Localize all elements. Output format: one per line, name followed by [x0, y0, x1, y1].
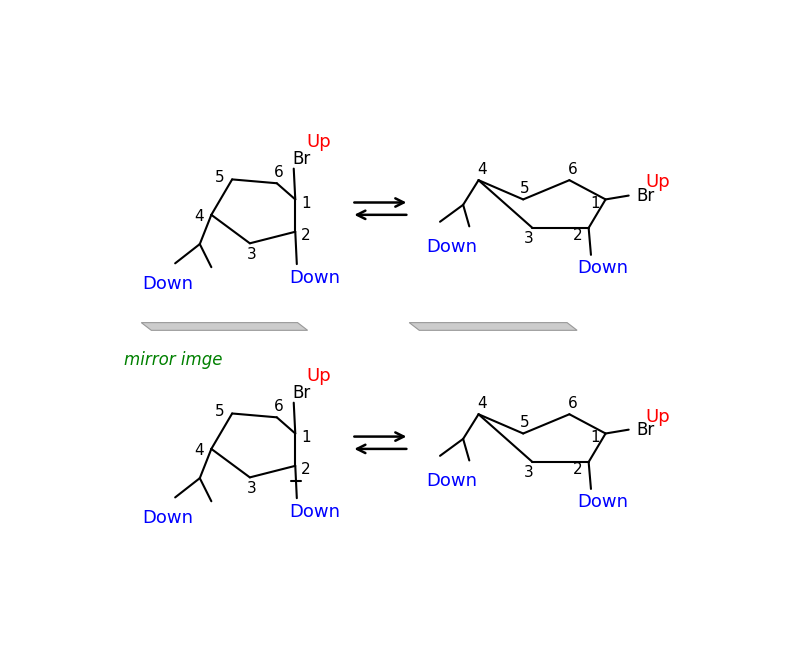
Text: 3: 3 [524, 231, 534, 246]
Text: 5: 5 [215, 404, 225, 419]
Text: 3: 3 [246, 481, 256, 496]
Text: Down: Down [426, 472, 477, 491]
Text: Up: Up [646, 408, 670, 426]
Text: Br: Br [292, 150, 310, 168]
Text: 5: 5 [520, 181, 530, 196]
Text: 3: 3 [246, 248, 256, 262]
Text: 3: 3 [524, 465, 534, 480]
Text: Up: Up [306, 133, 331, 151]
Text: mirror imge: mirror imge [125, 351, 223, 369]
Text: 6: 6 [569, 162, 578, 177]
Text: Down: Down [289, 269, 340, 287]
Text: 4: 4 [477, 162, 488, 177]
Text: Down: Down [142, 275, 193, 293]
Text: 4: 4 [477, 396, 488, 411]
Text: Up: Up [646, 174, 670, 191]
Text: 2: 2 [301, 228, 311, 243]
Text: 1: 1 [301, 196, 311, 211]
Text: 5: 5 [215, 170, 225, 185]
Polygon shape [141, 323, 307, 330]
Text: 4: 4 [195, 209, 204, 224]
Text: 2: 2 [301, 462, 311, 477]
Polygon shape [409, 323, 577, 330]
Text: 1: 1 [301, 430, 311, 445]
Text: Down: Down [577, 493, 628, 511]
Text: 6: 6 [273, 165, 283, 180]
Text: 2: 2 [573, 228, 583, 243]
Text: Down: Down [142, 509, 193, 527]
Text: 4: 4 [195, 443, 204, 458]
Text: Up: Up [306, 367, 331, 385]
Text: Down: Down [426, 238, 477, 256]
Text: 1: 1 [590, 430, 599, 445]
Text: Br: Br [637, 421, 655, 439]
Text: Br: Br [292, 384, 310, 402]
Text: 6: 6 [569, 396, 578, 411]
Text: 2: 2 [573, 462, 583, 477]
Text: 1: 1 [590, 196, 599, 211]
Text: 6: 6 [273, 399, 283, 414]
Text: Br: Br [637, 187, 655, 205]
Text: Down: Down [577, 259, 628, 277]
Text: Down: Down [289, 503, 340, 521]
Text: 5: 5 [520, 415, 530, 430]
